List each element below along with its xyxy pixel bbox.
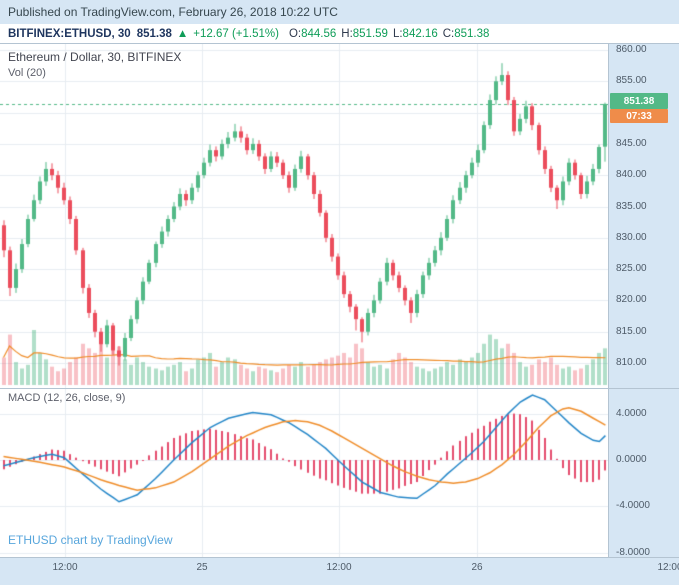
open-value: 844.56 — [301, 27, 337, 40]
price-axis-label: 835.00 — [616, 200, 647, 212]
macd-axis-label: -4.0000 — [616, 500, 650, 512]
ohlc-low: L:842.16 — [393, 28, 438, 40]
price-chart-canvas[interactable] — [0, 44, 608, 557]
macd-axis-label: 4.0000 — [616, 407, 647, 419]
series-title: Ethereum / Dollar, 30, BITFINEX — [8, 50, 182, 64]
price-axis-label: 845.00 — [616, 137, 647, 149]
macd-indicator-label: MACD (12, 26, close, 9) — [8, 392, 126, 404]
time-axis-label: 26 — [471, 562, 483, 573]
volume-indicator-label: Vol (20) — [8, 67, 46, 79]
tradingview-attribution-link[interactable]: ETHUSD chart by TradingView — [8, 533, 173, 547]
time-axis-label: 12:00 — [326, 562, 352, 573]
price-axis-label: 855.00 — [616, 75, 647, 87]
main-pane-legend: Ethereum / Dollar, 30, BITFINEX Vol (20) — [8, 50, 181, 79]
price-axis-label: 830.00 — [616, 231, 647, 243]
pane-separator[interactable] — [0, 388, 679, 389]
high-label: H: — [341, 27, 353, 40]
high-value: 851.59 — [352, 27, 388, 40]
open-label: O: — [288, 27, 302, 40]
chart-region: Ethereum / Dollar, 30, BITFINEX Vol (20)… — [0, 44, 679, 585]
ohlc-close: C:851.38 — [443, 28, 490, 40]
price-axis-label: 815.00 — [616, 325, 647, 337]
price-axis-label: 810.00 — [616, 357, 647, 368]
price-change: +12.67 (+1.51%) — [193, 27, 279, 40]
low-value: 842.16 — [402, 27, 438, 40]
price-axis[interactable]: 851.38 07:33 860.00 855.00 845.00 840.00 835… — [608, 44, 679, 558]
price-axis-label: 840.00 — [616, 169, 647, 181]
macd-axis-label: 0.0000 — [616, 454, 647, 465]
published-bar: Published on TradingView.com, February 2… — [0, 0, 679, 24]
time-axis-label: 25 — [196, 562, 208, 573]
time-axis[interactable]: 12:00 25 12:00 26 12:00 — [0, 557, 679, 585]
price-axis-label: 825.00 — [616, 263, 647, 275]
symbol-info-bar: BITFINEX:ETHUSD, 30 851.38 ▲ +12.67 (+1.… — [0, 24, 679, 44]
close-value: 851.38 — [454, 27, 490, 40]
macd-axis-label: -8.0000 — [616, 546, 650, 558]
close-label: C: — [442, 27, 455, 40]
last-price-badge: 851.38 — [610, 93, 668, 109]
price-axis-label: 820.00 — [616, 294, 647, 306]
published-text: Published on TradingView.com, February 2… — [8, 5, 338, 19]
price-axis-label: 860.00 — [616, 44, 647, 55]
time-axis-label: 12:00 — [657, 562, 679, 573]
ohlc-high: H:851.59 — [341, 28, 388, 40]
bar-countdown-badge: 07:33 — [610, 109, 668, 123]
last-price: 851.38 — [136, 27, 172, 40]
symbol-name[interactable]: BITFINEX:ETHUSD, 30 — [8, 27, 131, 40]
change-up-arrow-icon: ▲ — [176, 27, 189, 40]
low-label: L: — [392, 27, 403, 40]
time-axis-label: 12:00 — [52, 562, 78, 573]
ohlc-open: O:844.56 — [289, 28, 336, 40]
